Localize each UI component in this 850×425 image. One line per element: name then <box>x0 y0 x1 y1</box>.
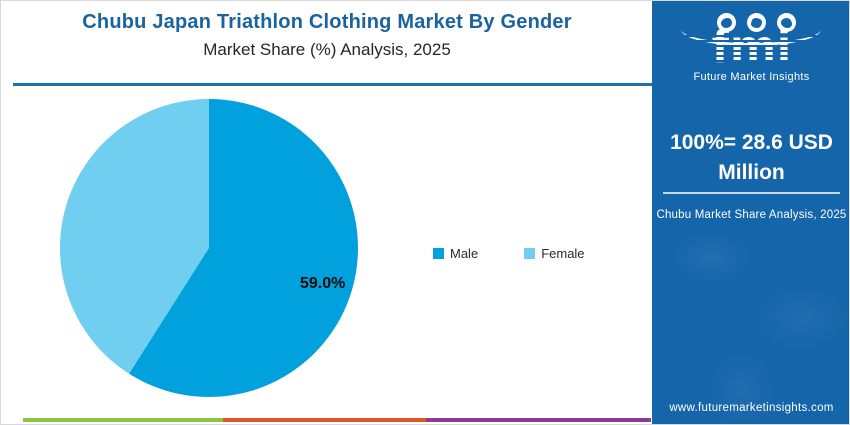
footer-bar-segment-green <box>23 418 223 422</box>
fmi-logo: fmi Future Market Insights <box>652 11 849 91</box>
chart-legend: Male Female <box>433 246 585 261</box>
female-swatch-icon <box>524 248 536 259</box>
footer-accent-bar <box>23 418 651 422</box>
footer-bar-segment-purple <box>426 418 651 422</box>
globe-icon <box>716 13 736 32</box>
page-subtitle: Market Share (%) Analysis, 2025 <box>203 40 451 59</box>
logo-tagline: Future Market Insights <box>693 71 810 83</box>
legend-label-male: Male <box>450 246 479 261</box>
world-map-texture <box>652 186 849 424</box>
legend-label-female: Female <box>541 246 585 261</box>
page-title: Chubu Japan Triathlon Clothing Market By… <box>82 11 572 33</box>
pie-chart <box>60 99 358 397</box>
market-size-note: 100%= 28.6 USD Million <box>670 131 833 185</box>
sidebar-divider <box>663 192 840 194</box>
male-swatch-icon <box>433 248 444 259</box>
brand-sidebar: fmi Future Market Insights 100%= 28.6 US… <box>652 1 849 424</box>
map-blob-icon <box>780 17 792 28</box>
chart-area: Chubu Japan Triathlon Clothing Market By… <box>1 1 653 424</box>
legend-item-male: Male <box>433 246 478 261</box>
pie-slice-label: 59.0% <box>300 275 346 292</box>
website-url: www.futuremarketinsights.com <box>669 402 834 414</box>
globe-icon <box>746 13 766 32</box>
map-blob-icon <box>750 17 762 28</box>
logo-globes <box>716 13 796 32</box>
logo-wordmark: fmi <box>680 23 823 69</box>
title-divider <box>13 83 653 86</box>
sidebar-caption: Chubu Market Share Analysis, 2025 <box>656 209 847 221</box>
legend-item-female: Female <box>524 246 585 261</box>
map-blob-icon <box>720 17 732 28</box>
globe-icon <box>776 13 796 32</box>
footer-bar-segment-orange <box>223 418 426 422</box>
